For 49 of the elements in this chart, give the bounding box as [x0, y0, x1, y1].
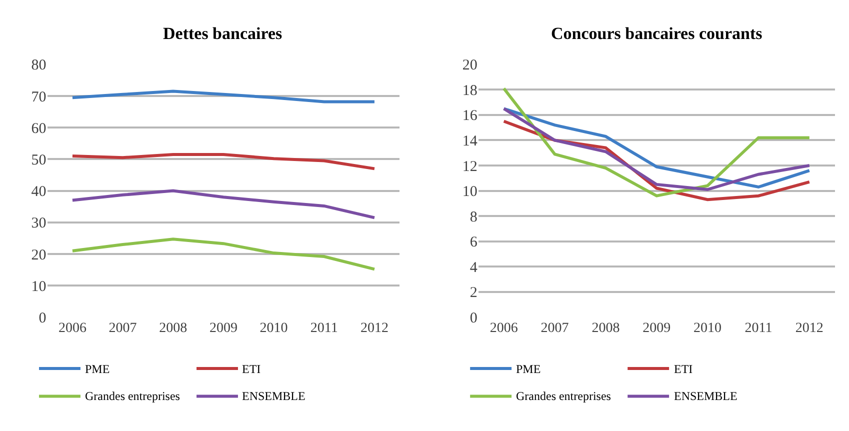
- legend-label: ETI: [242, 362, 261, 376]
- y-tick-label: 0: [38, 310, 46, 326]
- x-tick-label: 2006: [58, 321, 86, 336]
- y-tick-label: 6: [470, 234, 478, 251]
- y-tick-label: 50: [31, 152, 46, 168]
- legend-label: Grandes entreprises: [85, 389, 180, 403]
- x-tick-label: 2006: [490, 321, 518, 336]
- x-tick-label: 2007: [108, 321, 137, 336]
- y-tick-label: 12: [462, 158, 478, 175]
- line-series: [70, 238, 376, 271]
- y-tick-label: 10: [31, 278, 46, 295]
- y-tick-label: 60: [31, 120, 46, 137]
- legend-label: PME: [85, 362, 110, 376]
- legend-label: PME: [516, 362, 541, 376]
- y-tick-label: 14: [462, 133, 478, 150]
- y-tick-label: 30: [31, 216, 46, 232]
- y-tick-label: 8: [470, 209, 478, 226]
- line-series: [70, 90, 376, 104]
- y-tick-label: 16: [462, 108, 478, 124]
- x-tick-label: 2011: [310, 321, 338, 336]
- y-tick-label: 70: [31, 89, 46, 106]
- x-tick-label: 2007: [540, 321, 569, 336]
- x-tick-label: 2008: [592, 321, 620, 336]
- y-tick-label: 4: [470, 260, 478, 276]
- chart-title: Concours bancaires courants: [551, 24, 763, 43]
- x-tick-label: 2010: [694, 321, 722, 336]
- legend-label: ENSEMBLE: [242, 389, 306, 403]
- chart-title: Dettes bancaires: [163, 24, 283, 43]
- y-tick-label: 2: [470, 285, 478, 302]
- x-tick-label: 2009: [642, 321, 671, 336]
- legend-label: ENSEMBLE: [674, 389, 738, 403]
- y-tick-label: 18: [462, 82, 478, 99]
- x-tick-label: 2012: [360, 321, 388, 336]
- x-tick-label: 2011: [744, 321, 772, 336]
- y-tick-label: 20: [462, 58, 478, 74]
- y-tick-label: 80: [31, 58, 46, 74]
- line-series: [70, 189, 376, 220]
- y-tick-label: 0: [470, 310, 478, 326]
- x-tick-label: 2010: [260, 321, 288, 336]
- y-tick-label: 40: [31, 184, 46, 200]
- line-series: [70, 152, 376, 170]
- x-tick-label: 2009: [209, 321, 238, 336]
- line-series: [502, 86, 811, 198]
- y-tick-label: 10: [462, 184, 478, 200]
- y-tick-label: 20: [31, 247, 46, 264]
- legend-label: Grandes entreprises: [516, 389, 612, 403]
- x-tick-label: 2012: [795, 321, 824, 336]
- x-tick-label: 2008: [159, 321, 188, 336]
- legend-label: ETI: [674, 362, 693, 376]
